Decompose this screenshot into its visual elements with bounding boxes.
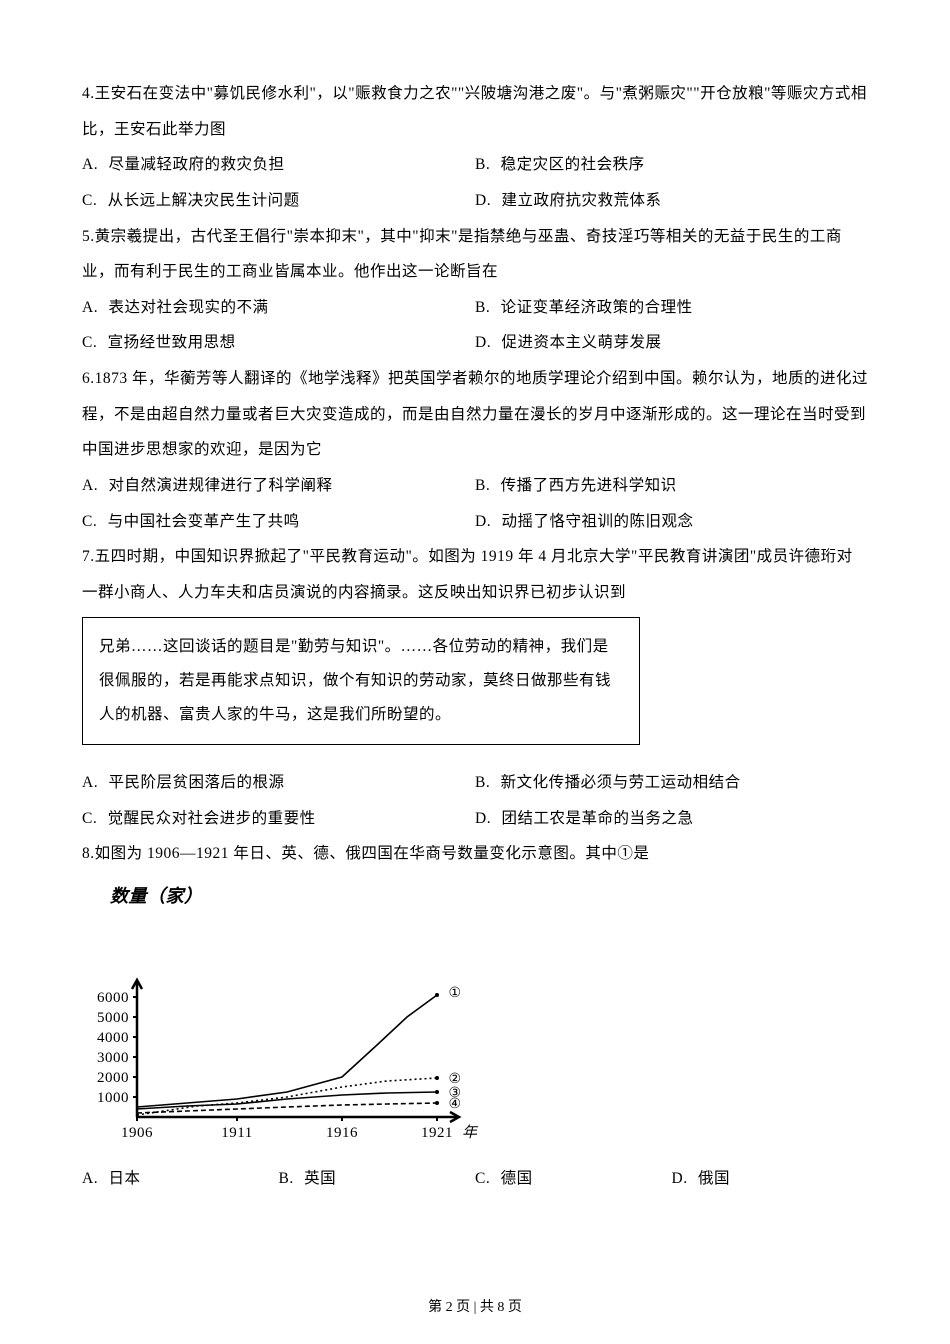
question-8-text: 8.如图为 1906—1921 年日、英、德、俄四国在华商号数量变化示意图。其中… bbox=[82, 836, 868, 872]
q7-choice-b: B. 新文化传播必须与劳工运动相结合 bbox=[475, 765, 868, 801]
q5-choice-c: C. 宣扬经世致用思想 bbox=[82, 325, 475, 361]
q5-number: 5. bbox=[82, 228, 95, 245]
question-4-text: 4.王安石在变法中"募饥民修水利"，以"赈救食力之农""兴陂塘沟港之废"。与"煮… bbox=[82, 76, 868, 147]
q6-choice-d: D. 动摇了恪守祖训的陈旧观念 bbox=[475, 504, 868, 540]
svg-text:1911: 1911 bbox=[221, 1125, 252, 1141]
q7-number: 7. bbox=[82, 548, 95, 565]
question-7: 7.五四时期，中国知识界掀起了"平民教育运动"。如图为 1919 年 4 月北京… bbox=[82, 539, 868, 836]
svg-text:①: ① bbox=[448, 986, 461, 1001]
question-5: 5.黄宗羲提出，古代圣王倡行"崇本抑末"，其中"抑末"是指禁绝与巫蛊、奇技淫巧等… bbox=[82, 219, 868, 362]
q8-choices: A. 日本 B. 英国 C. 德国 D. 俄国 bbox=[82, 1161, 868, 1197]
q5-choice-a: A. 表达对社会现实的不满 bbox=[82, 290, 475, 326]
q6-choices: A. 对自然演进规律进行了科学阐释 B. 传播了西方先进科学知识 C. 与中国社… bbox=[82, 468, 868, 539]
q4-choice-b: B. 稳定灾区的社会秩序 bbox=[475, 147, 868, 183]
question-6: 6.1873 年，华蘅芳等人翻译的《地学浅释》把英国学者赖尔的地质学理论介绍到中… bbox=[82, 361, 868, 539]
line-chart-svg: 1000 2000 3000 4000 5000 6000 1906 1911 1916 1921… bbox=[82, 917, 482, 1145]
q7-excerpt-box: 兄弟……这回谈话的题目是"勤劳与知识"。……各位劳动的精神，我们是很佩服的，若是… bbox=[82, 617, 640, 745]
q5-choices: A. 表达对社会现实的不满 B. 论证变革经济政策的合理性 C. 宣扬经世致用思… bbox=[82, 290, 868, 361]
q7-choices: A. 平民阶层贫困落后的根源 B. 新文化传播必须与劳工运动相结合 C. 觉醒民… bbox=[82, 765, 868, 836]
q6-body: 1873 年，华蘅芳等人翻译的《地学浅释》把英国学者赖尔的地质学理论介绍到中国。… bbox=[82, 370, 868, 458]
svg-text:④: ④ bbox=[448, 1097, 461, 1112]
svg-text:年: 年 bbox=[462, 1124, 479, 1141]
q7-choice-a: A. 平民阶层贫困落后的根源 bbox=[82, 765, 475, 801]
svg-text:1921: 1921 bbox=[421, 1125, 453, 1141]
q4-choice-d: D. 建立政府抗灾救荒体系 bbox=[475, 183, 868, 219]
question-8: 8.如图为 1906—1921 年日、英、德、俄四国在华商号数量变化示意图。其中… bbox=[82, 836, 868, 1196]
svg-text:4000: 4000 bbox=[97, 1030, 129, 1046]
question-5-text: 5.黄宗羲提出，古代圣王倡行"崇本抑末"，其中"抑末"是指禁绝与巫蛊、奇技淫巧等… bbox=[82, 219, 868, 290]
q7-choice-d: D. 团结工农是革命的当务之急 bbox=[475, 801, 868, 837]
page: 4.王安石在变法中"募饥民修水利"，以"赈救食力之农""兴陂塘沟港之废"。与"煮… bbox=[0, 0, 950, 1344]
q8-body: 如图为 1906—1921 年日、英、德、俄四国在华商号数量变化示意图。其中①是 bbox=[95, 845, 650, 862]
q5-choice-d: D. 促进资本主义萌芽发展 bbox=[475, 325, 868, 361]
svg-text:5000: 5000 bbox=[97, 1010, 129, 1026]
q6-choice-b: B. 传播了西方先进科学知识 bbox=[475, 468, 868, 504]
q4-number: 4. bbox=[82, 85, 95, 102]
q7-excerpt: 兄弟……这回谈话的题目是"勤劳与知识"。……各位劳动的精神，我们是很佩服的，若是… bbox=[99, 638, 611, 723]
q8-choice-c: C. 德国 bbox=[475, 1161, 672, 1197]
q6-choice-a: A. 对自然演进规律进行了科学阐释 bbox=[82, 468, 475, 504]
q4-body: 王安石在变法中"募饥民修水利"，以"赈救食力之农""兴陂塘沟港之废"。与"煮粥赈… bbox=[82, 85, 867, 138]
q4-choice-c: C. 从长远上解决灾民生计问题 bbox=[82, 183, 475, 219]
q7-body: 五四时期，中国知识界掀起了"平民教育运动"。如图为 1919 年 4 月北京大学… bbox=[82, 548, 853, 601]
q8-number: 8. bbox=[82, 845, 95, 862]
q7-choice-c: C. 觉醒民众对社会进步的重要性 bbox=[82, 801, 475, 837]
q5-body: 黄宗羲提出，古代圣王倡行"崇本抑末"，其中"抑末"是指禁绝与巫蛊、奇技淫巧等相关… bbox=[82, 228, 842, 281]
q5-choice-b: B. 论证变革经济政策的合理性 bbox=[475, 290, 868, 326]
q8-choice-b: B. 英国 bbox=[279, 1161, 476, 1197]
svg-text:1916: 1916 bbox=[326, 1125, 358, 1141]
svg-text:1000: 1000 bbox=[97, 1090, 129, 1106]
svg-text:②: ② bbox=[448, 1072, 461, 1087]
q6-number: 6. bbox=[82, 370, 95, 387]
question-4: 4.王安石在变法中"募饥民修水利"，以"赈救食力之农""兴陂塘沟港之废"。与"煮… bbox=[82, 76, 868, 219]
q4-choices: A. 尽量减轻政府的救灾负担 B. 稳定灾区的社会秩序 C. 从长远上解决灾民生… bbox=[82, 147, 868, 218]
q8-choice-a: A. 日本 bbox=[82, 1161, 279, 1197]
question-7-text: 7.五四时期，中国知识界掀起了"平民教育运动"。如图为 1919 年 4 月北京… bbox=[82, 539, 868, 610]
q8-choice-d: D. 俄国 bbox=[672, 1161, 869, 1197]
q4-choice-a: A. 尽量减轻政府的救灾负担 bbox=[82, 147, 475, 183]
svg-text:1906: 1906 bbox=[121, 1125, 153, 1141]
svg-text:3000: 3000 bbox=[97, 1050, 129, 1066]
svg-text:6000: 6000 bbox=[97, 990, 129, 1006]
question-6-text: 6.1873 年，华蘅芳等人翻译的《地学浅释》把英国学者赖尔的地质学理论介绍到中… bbox=[82, 361, 868, 468]
page-footer: 第 2 页 | 共 8 页 bbox=[0, 1296, 950, 1316]
q6-choice-c: C. 与中国社会变革产生了共鸣 bbox=[82, 504, 475, 540]
svg-text:2000: 2000 bbox=[97, 1070, 129, 1086]
chart-y-title: 数量（家） bbox=[110, 876, 868, 917]
q8-chart: 数量（家） 1000 2000 3000 4000 5000 6000 1906 1911 19… bbox=[82, 876, 868, 1159]
